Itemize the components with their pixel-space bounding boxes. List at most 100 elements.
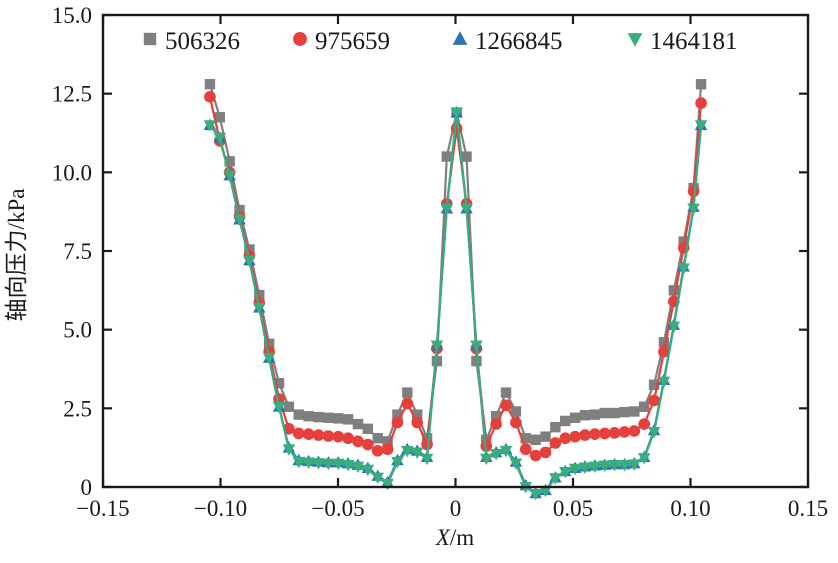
marker-triangle-down (559, 466, 572, 479)
marker-triangle-down (322, 458, 335, 471)
legend-item-label: 1266845 (475, 28, 563, 55)
marker-triangle-down (292, 456, 305, 469)
marker-circle (381, 443, 394, 456)
marker-square (273, 377, 285, 389)
marker-square (143, 32, 157, 46)
marker-square (263, 338, 275, 350)
marker-square (619, 406, 630, 418)
marker-square (609, 407, 620, 419)
marker-square (323, 412, 334, 423)
marker-triangle-down (272, 401, 286, 414)
marker-circle (549, 437, 562, 449)
marker-square (372, 433, 383, 444)
marker-circle (322, 430, 335, 442)
x-tick-label: 0.15 (788, 496, 828, 521)
marker-triangle-down (539, 485, 552, 498)
marker-circle (490, 418, 502, 430)
marker-triangle-down (578, 462, 592, 474)
marker-circle (342, 432, 354, 445)
marker-square (392, 409, 403, 420)
plot-frame (101, 13, 810, 489)
marker-triangle-down (351, 461, 365, 474)
legend-item-506326[interactable]: 506326 (143, 28, 240, 55)
marker-triangle-down (391, 456, 404, 469)
chart-legend: 506326 975659 1266845 1464181 (143, 28, 738, 55)
marker-triangle-down (657, 376, 671, 389)
marker-triangle-down (233, 214, 246, 227)
x-tick-label: −0.05 (311, 496, 364, 521)
marker-square (629, 406, 640, 417)
marker-square (599, 407, 610, 419)
marker-circle (648, 394, 660, 407)
marker-triangle-down (243, 255, 256, 267)
x-tick-label: 0 (450, 496, 462, 521)
marker-circle (371, 444, 384, 457)
marker-circle (589, 428, 601, 440)
marker-circle (529, 449, 542, 462)
marker-circle (352, 435, 364, 448)
marker-square (589, 409, 601, 420)
marker-triangle-down (381, 478, 394, 491)
marker-triangle-down (509, 458, 523, 470)
marker-triangle-down (262, 353, 276, 365)
marker-circle (302, 428, 315, 440)
marker-triangle-up (452, 31, 468, 45)
marker-square (254, 289, 265, 301)
marker-square (283, 401, 295, 412)
marker-square (520, 433, 531, 444)
marker-circle (292, 427, 305, 440)
legend-item-1266845[interactable]: 1266845 (452, 28, 563, 55)
marker-triangle-down (499, 445, 513, 458)
marker-circle (293, 32, 307, 46)
marker-triangle-down (529, 488, 542, 501)
marker-triangle-down (203, 120, 217, 132)
marker-triangle-down (549, 473, 562, 485)
series-1266845 (203, 106, 708, 499)
marker-triangle-down (627, 33, 643, 47)
marker-triangle-down (282, 444, 296, 456)
marker-square (569, 412, 581, 423)
series-1464181 (203, 107, 708, 501)
marker-square (352, 418, 364, 430)
marker-triangle-down (450, 107, 463, 120)
marker-square (214, 112, 225, 123)
marker-circle (332, 430, 345, 443)
marker-triangle-down (628, 459, 641, 471)
marker-triangle-down (341, 460, 355, 472)
marker-square (668, 285, 680, 296)
legend-item-975659[interactable]: 975659 (293, 28, 390, 55)
marker-square (303, 411, 314, 422)
marker-triangle-down (608, 460, 621, 472)
marker-triangle-down (480, 453, 493, 466)
y-tick-label: 7.5 (63, 239, 92, 264)
marker-triangle-down (694, 120, 708, 132)
marker-triangle-down (677, 263, 690, 275)
marker-square (461, 151, 472, 162)
marker-square (382, 436, 393, 447)
legend-item-label: 975659 (315, 28, 390, 55)
marker-triangle-down (440, 203, 454, 216)
y-tick-label: 12.5 (52, 82, 92, 107)
marker-triangle-down (637, 453, 651, 465)
y-tick-label: 15.0 (52, 3, 92, 28)
marker-square (234, 204, 245, 216)
marker-circle (204, 90, 216, 103)
marker-triangle-down (253, 302, 266, 315)
marker-circle (450, 122, 463, 135)
legend-item-label: 506326 (165, 28, 240, 55)
legend-item-1464181[interactable]: 1464181 (627, 28, 738, 55)
marker-triangle-down (401, 445, 414, 458)
marker-triangle-down (647, 426, 661, 439)
marker-circle (628, 425, 641, 437)
marker-circle (539, 446, 552, 459)
marker-triangle-down (460, 203, 473, 216)
tick-label-layer: −0.15 −0.10 −0.05 0 0.05 0.10 0.15 0 2.5 5.0 7.5 10… (52, 3, 828, 521)
marker-square (658, 337, 670, 348)
marker-triangle-down (213, 132, 227, 145)
marker-triangle-down (588, 461, 602, 474)
marker-circle (598, 427, 611, 440)
marker-square (411, 409, 423, 420)
x-axis-title: X/m (435, 525, 474, 550)
